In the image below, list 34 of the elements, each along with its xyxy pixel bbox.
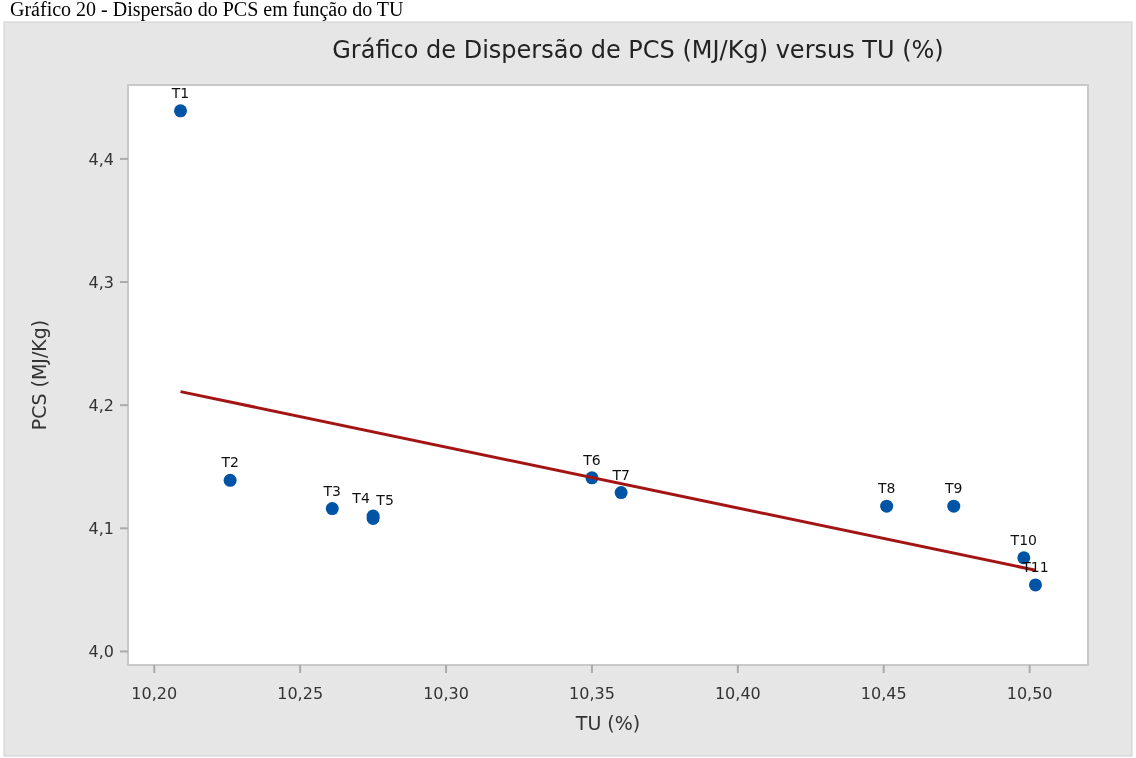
- annotation: T3: [322, 482, 341, 499]
- point: [880, 499, 894, 513]
- y-tick-label: 4,3: [88, 273, 114, 293]
- point: [174, 104, 188, 118]
- annotation: T7: [611, 466, 630, 483]
- annotation: T6: [582, 451, 601, 468]
- annotation: T1: [170, 84, 190, 101]
- y-axis-title: PCS (MJ/Kg): [28, 319, 50, 431]
- y-tick-label: 4,2: [88, 396, 114, 416]
- x-tick-label: 10,20: [131, 684, 178, 703]
- y-tick-label: 4,4: [88, 149, 114, 169]
- x-tick-label: 10,50: [1006, 684, 1053, 703]
- x-tick-label: 10,35: [569, 684, 615, 703]
- x-tick-label: 10,30: [423, 684, 469, 703]
- point: [325, 502, 339, 516]
- annotation: T2: [220, 454, 239, 471]
- y-tick-label: 4,0: [88, 642, 114, 662]
- x-tick-label: 10,45: [860, 684, 907, 703]
- annotation: T5: [375, 492, 394, 509]
- x-tick-label: 10,40: [714, 684, 761, 703]
- point: [614, 486, 628, 500]
- y-tick-label: 4,1: [88, 519, 114, 539]
- annotation: T8: [876, 480, 896, 497]
- point: [223, 473, 237, 487]
- annotation: T10: [1009, 531, 1037, 548]
- point: [947, 499, 961, 513]
- point: [1028, 578, 1042, 592]
- text: Gráfico 20 - Dispersão do PCS em função do TU: [10, 0, 404, 21]
- annotation: T9: [944, 480, 963, 497]
- x-axis-title: TU (%): [574, 712, 641, 734]
- x-tick-label: 10,25: [277, 684, 324, 703]
- annotation: T11: [1021, 558, 1049, 575]
- annotation: T4: [351, 490, 370, 506]
- chart-title: Gráfico de Dispersão de PCS (MJ/Kg) versus TU (%): [332, 36, 944, 64]
